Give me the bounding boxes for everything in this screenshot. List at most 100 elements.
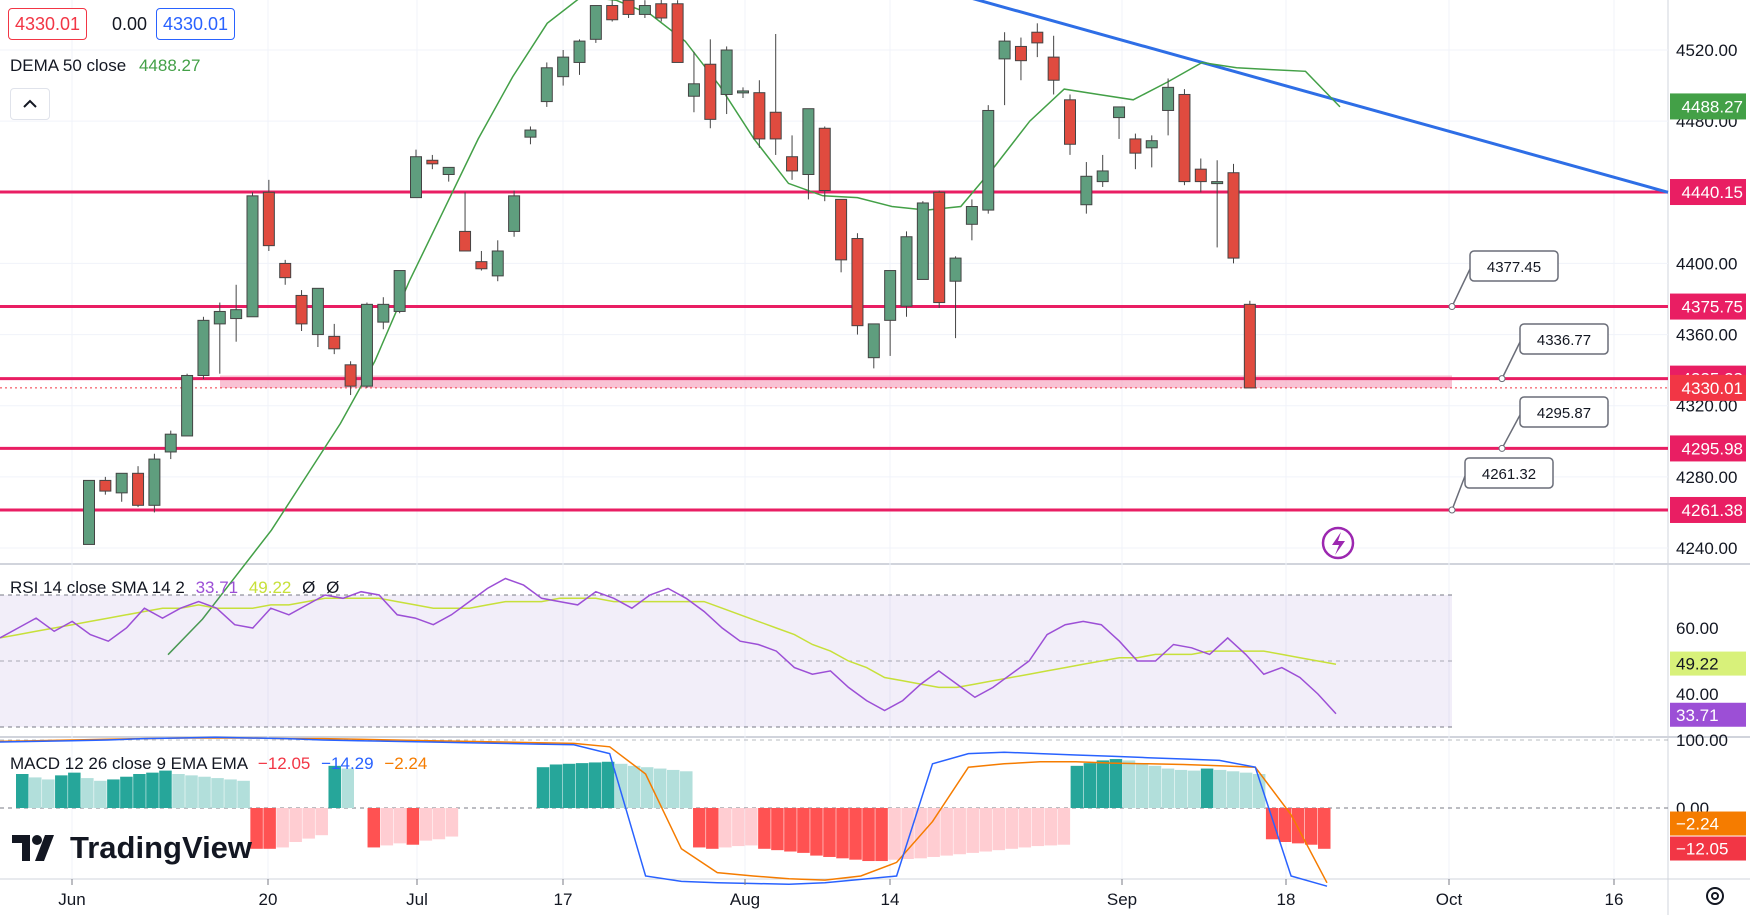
candle-body	[508, 195, 521, 232]
candle	[197, 316, 210, 380]
macd-histogram-bar	[328, 765, 341, 808]
candle-body	[181, 374, 194, 437]
price-tick-label: 4360.00	[1676, 326, 1737, 345]
level-price-badge-text: 4440.15	[1682, 183, 1743, 202]
macd-histogram-bar	[1018, 808, 1032, 848]
macd-histogram-bar	[1083, 763, 1097, 808]
candle-body	[802, 108, 815, 175]
candle	[1145, 135, 1158, 168]
collapse-legend-button[interactable]	[10, 88, 50, 120]
macd-histogram-bar	[927, 808, 940, 857]
macd-legend[interactable]: MACD 12 26 close 9 EMA EMA −12.05 −14.29…	[10, 754, 427, 774]
macd-histogram-bar	[797, 808, 810, 853]
macd-histogram-bar	[719, 808, 732, 848]
candle-body	[1014, 45, 1027, 62]
dema-price-badge-bg	[1670, 93, 1746, 120]
price-tick-label: 4320.00	[1676, 397, 1737, 416]
callout-anchor	[1498, 375, 1506, 383]
candle	[475, 250, 488, 271]
price-axes[interactable]: 4520.004480.004400.004360.004320.004280.…	[1670, 41, 1746, 861]
candle	[344, 361, 357, 396]
candle-body	[720, 49, 733, 95]
macd-histogram-bar	[693, 808, 706, 848]
candle-body	[344, 364, 357, 387]
candle	[1113, 106, 1126, 139]
candle	[573, 39, 586, 75]
level-price-badge-bg	[1670, 496, 1746, 523]
horizontal-levels[interactable]	[0, 190, 1668, 512]
price-callout: 4261.32	[1448, 457, 1554, 514]
level-price-badge: 4295.98	[1670, 435, 1746, 462]
tradingview-logo[interactable]: TradingView	[12, 830, 252, 866]
dema-legend[interactable]: DEMA 50 close 4488.27	[10, 56, 200, 76]
dema-price-badge: 4488.27	[1670, 93, 1746, 120]
level-price-badge: 4375.75	[1670, 293, 1746, 320]
candle	[524, 126, 537, 145]
candle	[1064, 94, 1076, 155]
macd-histogram-bar	[302, 808, 315, 839]
candle	[622, 0, 635, 18]
candle	[1194, 158, 1207, 193]
time-tick-label: Jun	[58, 890, 85, 909]
candle-body	[99, 479, 112, 492]
candle	[606, 0, 619, 22]
macd-histogram-bar	[419, 808, 433, 841]
price-tick-label: 4240.00	[1676, 539, 1737, 558]
callout-box	[1519, 323, 1609, 355]
candle	[459, 192, 472, 252]
candle	[949, 256, 962, 339]
macd-histogram-bar	[745, 808, 758, 846]
candle	[148, 453, 161, 513]
last-price-badge-bg	[1670, 374, 1746, 401]
macd-histogram-bar	[315, 808, 328, 836]
macd-histogram-bar	[406, 808, 420, 845]
dema-price-badge-text: 4488.27	[1682, 97, 1743, 116]
candle	[704, 39, 717, 129]
time-tick-label: 17	[554, 890, 573, 909]
candle-body	[982, 109, 995, 211]
candle	[1211, 160, 1224, 248]
candle	[916, 201, 929, 280]
macd-line-value: −14.29	[321, 754, 374, 773]
macd-line-path	[0, 736, 1328, 887]
macd-histogram-bar	[549, 764, 563, 808]
macd-histogram-bar	[237, 780, 250, 808]
candle	[246, 192, 259, 318]
candle	[1162, 78, 1175, 136]
macd-histogram-bar	[1044, 808, 1058, 846]
macd-histogram-bar	[263, 808, 276, 849]
candle-body	[704, 63, 717, 120]
time-tick-label: Aug	[730, 890, 760, 909]
macd-histogram-bar	[1187, 770, 1201, 808]
rsi-tick-label: 60.00	[1676, 619, 1719, 638]
candle-body	[164, 433, 177, 453]
trendline[interactable]	[960, 0, 1669, 194]
macd-histogram-bar	[1278, 808, 1292, 842]
macd-histogram-bar	[1005, 808, 1019, 849]
rsi-tick-label: 40.00	[1676, 685, 1719, 704]
callout-pointer	[1451, 268, 1471, 307]
time-axis[interactable]: Jun 20 Jul 17 Aug 14 Sep 18 Oct 16	[58, 879, 1623, 909]
macd-histogram-bar	[1252, 774, 1266, 808]
macd-histogram-bar	[1304, 808, 1318, 845]
time-tick-label: Oct	[1436, 890, 1463, 909]
rsi-legend[interactable]: RSI 14 close SMA 14 2 33.71 49.22 Ø Ø	[10, 578, 339, 598]
level-price-badge-text: 4295.98	[1682, 439, 1743, 458]
candle	[737, 87, 749, 99]
chevron-up-icon	[23, 99, 37, 108]
candle	[83, 479, 95, 545]
candle	[933, 190, 946, 308]
candle	[540, 62, 553, 107]
last-price-badge: 4330.01	[1670, 374, 1746, 401]
candle	[164, 430, 177, 460]
candle-body	[393, 270, 406, 312]
macd-histogram-bar	[1148, 765, 1162, 808]
callout-anchor	[1498, 444, 1506, 452]
time-tick-label: Jul	[406, 890, 428, 909]
macd-histogram-bar	[992, 808, 1005, 851]
flash-icon[interactable]	[1321, 526, 1355, 560]
settings-icon[interactable]	[1703, 884, 1727, 908]
candle	[589, 5, 602, 43]
price-callouts[interactable]: 4377.45 4336.77 4295.87 4261.32	[1448, 250, 1609, 514]
